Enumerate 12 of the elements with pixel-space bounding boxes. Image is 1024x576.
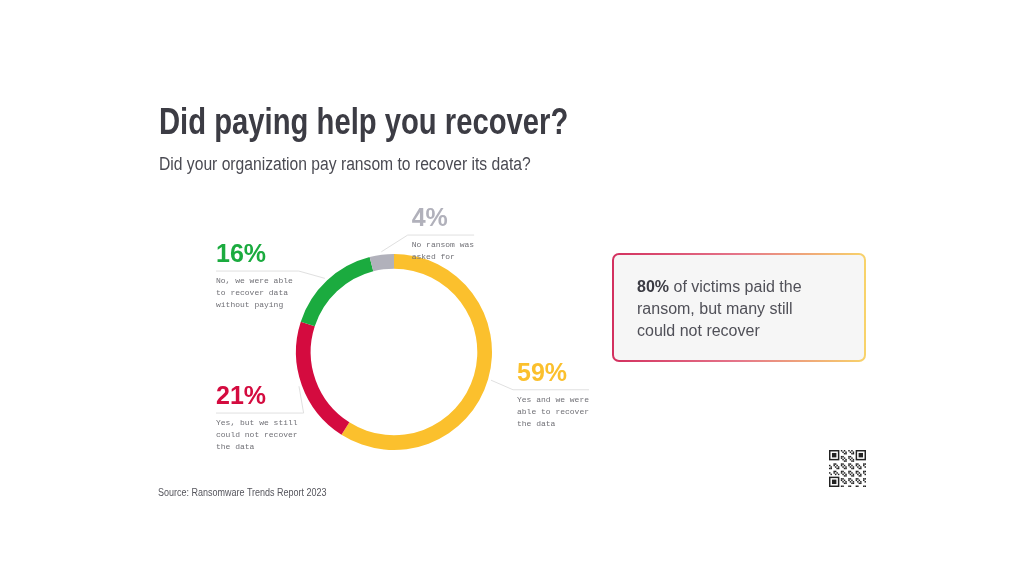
slice-label: Yes and we were able to recover the data — [517, 394, 590, 428]
callout-box: 80% of victims paid the ransom, but many still could not recover — [612, 253, 866, 362]
data-label: 21% — [216, 380, 267, 409]
data-label: 59% — [517, 357, 568, 386]
slice-label: No, we were able to recover data without paying — [216, 276, 294, 310]
chart-title: Did paying help you recover? — [159, 101, 569, 142]
slice-label: No ransom was asked for — [411, 240, 475, 262]
chart-subtitle: Did your organization pay ransom to recover its data? — [159, 154, 531, 174]
source-note: Source: Ransomware Trends Report 2023 — [158, 487, 327, 498]
data-label: 4% — [411, 202, 448, 231]
slice-label: Yes, but we still could not recover the data — [216, 418, 298, 452]
data-label: 16% — [216, 238, 267, 267]
